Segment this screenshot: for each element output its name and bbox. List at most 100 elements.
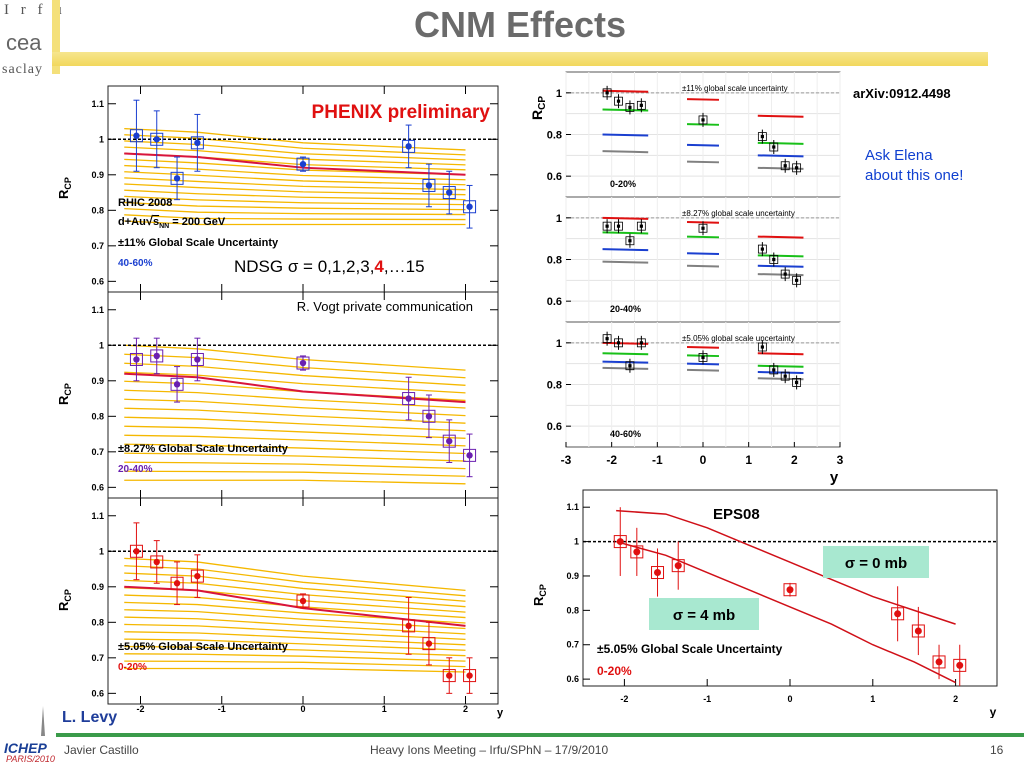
syst-box bbox=[636, 221, 646, 231]
logo-saclay: saclay bbox=[2, 62, 43, 77]
centrality-label: 40-60% bbox=[610, 429, 641, 439]
y-tick-label: 1.1 bbox=[91, 305, 104, 315]
sigma4-label: σ = 4 mb bbox=[673, 607, 735, 624]
footer-divider bbox=[56, 733, 1024, 737]
x-tick-label: 3 bbox=[837, 453, 844, 467]
syst-box bbox=[170, 377, 184, 391]
marker bbox=[466, 452, 473, 459]
rt-panel-2: 1 0.8 0.6 ±8.27% global scale uncertainty 20… bbox=[547, 196, 841, 323]
right-top-plot: RCP 1 0.8 0.6 ±11% global scale uncertainty 0… bbox=[529, 71, 844, 486]
syst-box bbox=[129, 544, 143, 558]
marker bbox=[194, 139, 201, 147]
syst-box bbox=[190, 136, 204, 150]
marker bbox=[173, 580, 181, 587]
x-tick-label: 0 bbox=[300, 704, 305, 714]
x-axis-label: y bbox=[497, 707, 504, 719]
model-segment-green bbox=[602, 231, 649, 235]
eps-curve-0 bbox=[616, 509, 956, 625]
footer-author: L. Levy bbox=[62, 709, 118, 726]
band-line bbox=[124, 631, 466, 646]
model-segment-red bbox=[757, 114, 804, 118]
logo-cea: cea bbox=[6, 30, 42, 55]
data-point bbox=[792, 273, 802, 288]
data-point bbox=[953, 644, 967, 686]
ask-elena-note: Ask Elena about this one! bbox=[865, 146, 1015, 186]
y-tick-label: 0.9 bbox=[91, 170, 104, 180]
marker bbox=[133, 548, 140, 555]
band-line bbox=[124, 443, 466, 455]
syst-box bbox=[614, 96, 623, 106]
syst-box bbox=[932, 655, 946, 669]
y-tick-label: 0.6 bbox=[91, 276, 104, 286]
marker bbox=[605, 224, 609, 228]
marker bbox=[914, 627, 922, 635]
slide-title: CNM Effects bbox=[413, 4, 627, 45]
model-segment-red bbox=[602, 89, 649, 93]
model-segment-red bbox=[602, 216, 649, 220]
footer-meeting: Heavy Ions Meeting – Irfu/SPhN – 17/9/20… bbox=[370, 743, 609, 757]
marker bbox=[173, 175, 181, 182]
band-line bbox=[124, 164, 466, 181]
x-tick-label: -1 bbox=[703, 694, 711, 704]
syst-box bbox=[129, 352, 143, 366]
model-segment-blue bbox=[757, 371, 804, 375]
x-tick-label: 1 bbox=[382, 704, 387, 714]
marker bbox=[425, 640, 433, 647]
data-point bbox=[757, 340, 767, 354]
centrality-label: 0-20% bbox=[610, 179, 636, 189]
model-segment-gray bbox=[686, 160, 720, 164]
data-point bbox=[625, 100, 635, 115]
sigma0-box bbox=[823, 546, 929, 578]
syst-box bbox=[780, 161, 790, 171]
band-line bbox=[124, 389, 466, 409]
syst-box bbox=[671, 559, 685, 573]
y-label-main: R bbox=[56, 601, 71, 611]
y-tick-label: 0.6 bbox=[547, 296, 562, 308]
band-line bbox=[124, 660, 466, 668]
marker bbox=[894, 610, 902, 618]
marker bbox=[605, 337, 609, 341]
data-point bbox=[296, 593, 310, 609]
sigma0-label: σ = 0 mb bbox=[845, 555, 907, 572]
band-line bbox=[124, 127, 466, 151]
band-line bbox=[124, 645, 466, 657]
band-line bbox=[124, 479, 466, 485]
syst-box bbox=[769, 365, 779, 375]
data-point bbox=[769, 362, 779, 377]
syst-box bbox=[613, 535, 627, 549]
data-point bbox=[190, 554, 204, 598]
data-point bbox=[150, 110, 164, 169]
x-tick-label: 0 bbox=[700, 453, 707, 467]
marker bbox=[783, 164, 787, 168]
scale-uncertainty: ±5.05% global scale uncertainty bbox=[682, 334, 795, 343]
marker bbox=[153, 352, 160, 360]
marker bbox=[760, 345, 764, 349]
header-bar-vertical bbox=[52, 0, 60, 74]
run-label: RHIC 2008 bbox=[118, 197, 172, 209]
data-point bbox=[190, 113, 204, 172]
band-line bbox=[124, 195, 466, 206]
marker bbox=[446, 672, 453, 679]
band-line bbox=[124, 146, 466, 166]
syst-box bbox=[636, 338, 646, 348]
y-tick-label: 1 bbox=[99, 546, 104, 556]
band-line bbox=[124, 214, 466, 221]
data-point bbox=[602, 85, 612, 100]
band-line bbox=[124, 134, 466, 156]
model-segment-gray bbox=[757, 377, 804, 381]
rt-panel-3: 1 0.8 0.6 ±5.05% global scale uncertainty 40… bbox=[547, 321, 841, 448]
data-point bbox=[463, 433, 477, 478]
band-line bbox=[124, 362, 466, 386]
y-tick-label: 1 bbox=[99, 340, 104, 350]
band-line bbox=[124, 557, 466, 591]
x-tick-label: 1 bbox=[870, 694, 875, 704]
band-line bbox=[124, 201, 466, 211]
y-tick-label: 1 bbox=[556, 213, 562, 225]
syst-box bbox=[625, 236, 635, 246]
syst-box bbox=[442, 186, 456, 200]
data-point bbox=[442, 657, 456, 694]
syst-box bbox=[422, 637, 436, 651]
marker bbox=[935, 658, 943, 666]
data-point bbox=[783, 582, 797, 597]
marker bbox=[654, 569, 662, 577]
